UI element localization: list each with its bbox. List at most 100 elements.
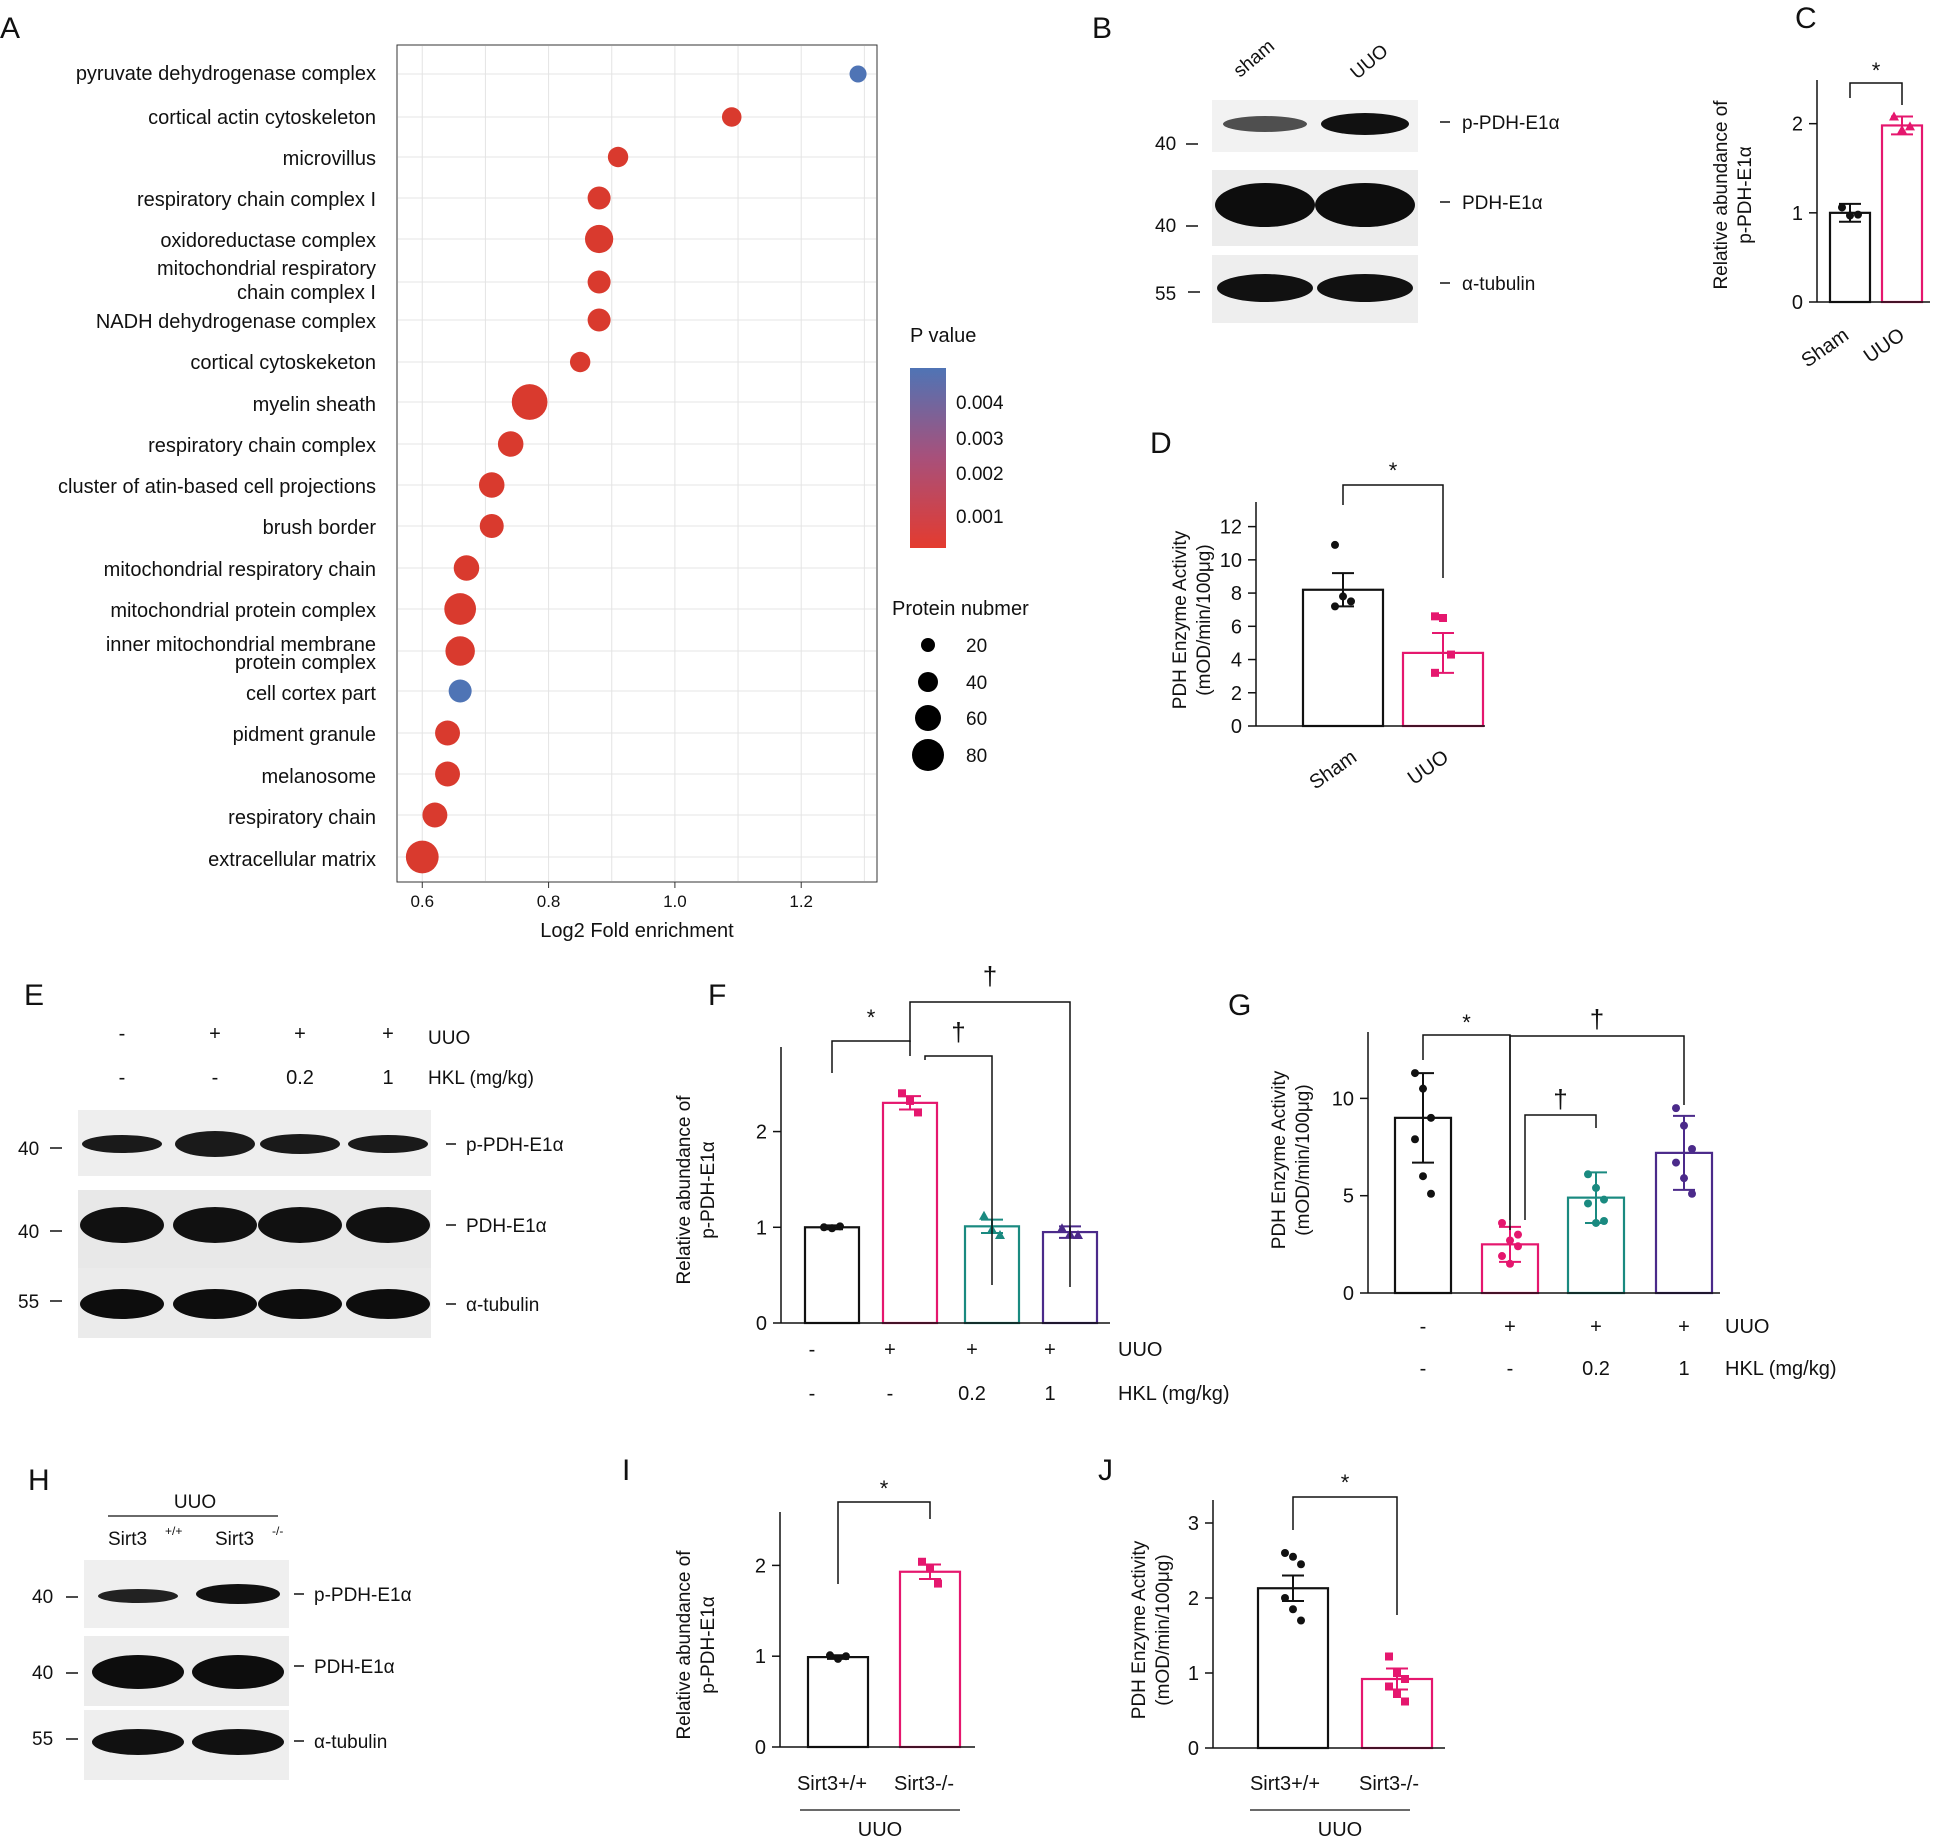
- panel-a-term-labels: pyruvate dehydrogenase complex cortical a…: [58, 63, 376, 871]
- x-tick-label: UUO: [1860, 324, 1909, 368]
- data-point: [1854, 210, 1862, 219]
- x-tick-label: 1.2: [789, 892, 813, 911]
- data-point: [1889, 111, 1899, 121]
- data-point: [1439, 614, 1447, 622]
- significance-bracket: [1849, 82, 1903, 105]
- data-point: [1411, 1135, 1419, 1144]
- x-tick-label: 1.0: [663, 892, 687, 911]
- band-label-pdh: PDH-E1α: [466, 1216, 547, 1237]
- y-tick-label: 1: [1188, 1663, 1199, 1685]
- enrichment-dot: [584, 224, 614, 254]
- data-point: [1385, 1682, 1393, 1691]
- band: [92, 1655, 184, 1689]
- blot-e-hkl-label: HKL (mg/kg): [428, 1068, 534, 1089]
- data-point: [1498, 1252, 1506, 1261]
- data-point: [1672, 1158, 1680, 1167]
- data-point: [1057, 1223, 1067, 1233]
- term-label: pidment granule: [233, 724, 376, 746]
- blot-b-lane-sham: sham: [1230, 36, 1279, 82]
- panel-label-c: C: [1795, 2, 1817, 35]
- data-point: [914, 1108, 922, 1117]
- y-axis-label: (mOD/min/100μg): [1194, 544, 1215, 695]
- data-point: [1297, 1560, 1305, 1569]
- data-point: [1838, 203, 1846, 212]
- x-tick-label: Sirt3+/+: [1250, 1773, 1320, 1795]
- y-axis-label: (mOD/min/100μg): [1293, 1084, 1314, 1235]
- panel-label-a: A: [0, 12, 20, 45]
- data-point: [1339, 592, 1347, 601]
- data-point: [1672, 1104, 1680, 1113]
- x-tick-label: Sirt3-/-: [1359, 1773, 1419, 1795]
- blot-b-lane-uuo: UUO: [1347, 41, 1393, 84]
- data-point: [826, 1651, 834, 1660]
- mw-40: 40: [32, 1663, 53, 1684]
- hkl-label: HKL (mg/kg): [1118, 1383, 1230, 1405]
- term-label: mitochondrial respiratory chain: [104, 559, 376, 581]
- y-tick-label: 5: [1343, 1186, 1354, 1208]
- condition-hkl: 0.2: [958, 1383, 986, 1405]
- condition-hkl: 1: [1678, 1358, 1689, 1380]
- blot-h: UUO Sirt3 +/+ Sirt3 -/- 40 40 55 p-PDH-E…: [32, 1492, 412, 1780]
- band: [346, 1207, 430, 1243]
- panel-label-d: D: [1150, 427, 1172, 460]
- significance-bracket: [837, 1501, 931, 1584]
- term-label: inner mitochondrial membrane: [106, 634, 376, 656]
- y-tick-label: 0: [756, 1313, 767, 1335]
- enrichment-dot: [849, 65, 867, 83]
- enrichment-dot: [587, 308, 611, 332]
- bar: [1301, 588, 1385, 728]
- data-point: [1680, 1121, 1688, 1130]
- data-point: [1385, 1652, 1393, 1661]
- data-point: [918, 1557, 926, 1566]
- condition-uuo: +: [1044, 1339, 1056, 1361]
- blot-b: sham UUO 40 40 55 p-PDH-E1α PDH-E1α α-tu…: [1155, 36, 1560, 323]
- data-point: [828, 1224, 836, 1233]
- y-axis-label: PDH Enzyme Activity: [1170, 530, 1191, 709]
- panel-a-color-legend: P value 0.004 0.003 0.002 0.001: [910, 325, 1004, 548]
- band: [192, 1729, 284, 1755]
- panel-label-f: F: [708, 979, 726, 1012]
- blot-e: - - + - +0.2 +1 UUO HKL (mg/kg) 40 40 55 p-PD…: [18, 1023, 564, 1338]
- hkl-label: HKL (mg/kg): [1725, 1358, 1837, 1380]
- term-label: extracellular matrix: [208, 849, 376, 871]
- term-label: melanosome: [261, 766, 376, 788]
- uuo-label: UUO: [1725, 1316, 1769, 1338]
- legend-tick-label: 0.001: [956, 507, 1004, 528]
- band-label-p-pdh: p-PDH-E1α: [1462, 113, 1560, 134]
- size-legend-dot: [915, 705, 941, 731]
- blot-h-group: UUO: [174, 1492, 216, 1513]
- x-tick-label: UUO: [1404, 746, 1453, 790]
- band-label-pdh: PDH-E1α: [1462, 193, 1543, 214]
- y-axis-label: p-PDH-E1α: [1735, 146, 1756, 244]
- significance-mark: *: [880, 1476, 889, 1501]
- data-point: [1419, 1172, 1427, 1181]
- data-point: [1498, 1218, 1506, 1227]
- panel-i-bar-chart: 0 1 2 Relative abundance of p-PDH-E1α * Sirt3+…: [674, 1476, 975, 1837]
- band: [173, 1207, 257, 1243]
- legend-tick-label: 0.004: [956, 393, 1004, 414]
- significance-mark: *: [1389, 458, 1398, 483]
- term-label: mitochondrial respiratory: [157, 258, 376, 280]
- size-legend-dot: [921, 638, 935, 652]
- condition-uuo: +: [294, 1023, 306, 1045]
- y-axis-label: Relative abundance of: [1711, 100, 1732, 290]
- condition-hkl: -: [1507, 1358, 1514, 1380]
- panel-label-e: E: [24, 979, 44, 1012]
- significance-bracket: [1524, 1114, 1597, 1220]
- mw-40: 40: [1155, 216, 1176, 237]
- enrichment-dot: [405, 840, 439, 874]
- enrichment-dot: [453, 555, 480, 581]
- mw-40: 40: [18, 1222, 39, 1243]
- data-point: [1431, 668, 1439, 677]
- data-point: [1073, 1229, 1083, 1239]
- panel-a-frame: [396, 44, 878, 883]
- term-label: NADH dehydrogenase complex: [96, 311, 376, 333]
- data-point: [1514, 1230, 1522, 1239]
- significance-bracket: [1509, 1035, 1685, 1220]
- data-point: [1846, 211, 1854, 220]
- y-tick-label: 0: [1188, 1738, 1199, 1760]
- enrichment-dot: [444, 593, 477, 625]
- condition-uuo: +: [1590, 1316, 1602, 1338]
- y-axis-label: p-PDH-E1α: [698, 1596, 719, 1694]
